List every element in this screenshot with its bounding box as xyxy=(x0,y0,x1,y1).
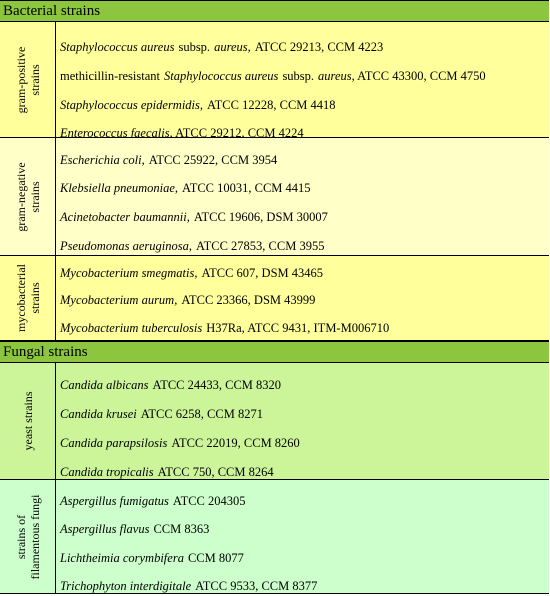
strain-collection-ids: ATCC 12228, CCM 4418 xyxy=(207,98,336,112)
strain-row: Aspergillus fumigatus ATCC 204305 xyxy=(60,491,547,511)
section-title: Bacterial strains xyxy=(3,3,101,19)
strain-species-name: Escherichia coli, xyxy=(60,153,145,167)
group-label: mycobacterial strains xyxy=(0,256,56,340)
group-label-line: gram-negative xyxy=(13,161,28,232)
strain-row: Pseudomonas aeruginosa, ATCC 27853, CCM 3… xyxy=(60,236,547,256)
strain-row: Candida albicans ATCC 24433, CCM 8320 xyxy=(60,375,547,395)
group-label-line: mycobacterial xyxy=(13,264,28,332)
strain-species-name: Candida parapsilosis xyxy=(60,436,168,450)
strain-row: Klebsiella pneumoniae, ATCC 10031, CCM 44… xyxy=(60,178,547,198)
strain-species-name: Lichtheimia corymbifera xyxy=(60,551,184,565)
strain-collection-ids: H37Ra, ATCC 9431, ITM-M006710 xyxy=(206,321,390,335)
strain-row: Staphylococcus aureus subsp. aureus, ATCC 2… xyxy=(60,37,547,57)
strain-species-name: Enterococcus faecalis xyxy=(60,126,170,140)
strain-collection-ids: ATCC 24433, CCM 8320 xyxy=(152,378,282,392)
strain-group: strains of filamentous fungi Aspergillus f… xyxy=(0,480,549,594)
strain-row: Staphylococcus epidermidis, ATCC 12228, C… xyxy=(60,95,547,115)
section-header: Bacterial strains xyxy=(0,0,549,22)
strain-collection-ids: ATCC 25922, CCM 3954 xyxy=(148,153,278,167)
section-title: Fungal strains xyxy=(3,344,88,360)
group-label-text: strains of filamentous fungi xyxy=(14,494,42,579)
strain-species-name: Mycobacterium tuberculosis xyxy=(60,321,203,335)
strain-row: Candida tropicalis ATCC 750, CCM 8264 xyxy=(60,462,547,482)
group-label: gram-positive strains xyxy=(0,22,56,137)
strain-collection-ids: , ATCC 29212, CCM 4224 xyxy=(169,126,304,140)
strain-species-name: Pseudomonas aeruginosa, xyxy=(60,239,192,253)
group-label-text: gram-negative strains xyxy=(14,162,42,231)
strain-row: methicillin-resistant Staphylococcus aure… xyxy=(60,66,547,86)
strain-species-name: Staphylococcus epidermidis, xyxy=(60,98,204,112)
strain-group: mycobacterial strains Mycobacterium smegma… xyxy=(0,256,549,341)
group-rows: Mycobacterium smegmatis, ATCC 607, DSM 43… xyxy=(56,256,549,340)
section-header: Fungal strains xyxy=(0,341,549,363)
strain-species-name: Staphylococcus aureus xyxy=(60,40,175,54)
group-label-line: strains xyxy=(27,63,42,96)
group-label: gram-negative strains xyxy=(0,138,56,255)
group-label-line: strains of xyxy=(13,514,28,559)
strain-species-name: Candida tropicalis xyxy=(60,465,154,479)
group-rows: Aspergillus fumigatus ATCC 204305 Aspergil… xyxy=(56,480,549,593)
group-label-line: yeast strains xyxy=(20,391,35,451)
strain-collection-ids: ATCC 27853, CCM 3955 xyxy=(195,239,325,253)
strain-species-name: Acinetobacter baumannii, xyxy=(60,210,190,224)
group-label-line: gram-positive xyxy=(13,46,28,113)
strain-row: Mycobacterium tuberculosis H37Ra, ATCC 94… xyxy=(60,318,547,338)
group-rows: Escherichia coli, ATCC 25922, CCM 3954 Kle… xyxy=(56,138,549,255)
strain-species-name: Staphylococcus aureus xyxy=(163,69,279,83)
strain-subspecies-name: aureus xyxy=(318,69,352,83)
strain-subspecies-marker: subsp. xyxy=(282,69,315,83)
strain-collection-ids: ATCC 9533, CCM 8377 xyxy=(195,579,318,593)
group-label-line: filamentous fungi xyxy=(27,494,42,579)
strain-row: Enterococcus faecalis, ATCC 29212, CCM 4… xyxy=(60,123,547,143)
strain-row: Escherichia coli, ATCC 25922, CCM 3954 xyxy=(60,150,547,170)
strain-collection-ids: ATCC 22019, CCM 8260 xyxy=(171,436,300,450)
strain-species-name: Trichophyton interdigitale xyxy=(60,579,192,593)
strain-row: Trichophyton interdigitale ATCC 9533, CCM… xyxy=(60,576,547,596)
strain-species-name: Klebsiella pneumoniae, xyxy=(60,181,179,195)
strain-subspecies-name: aureus, xyxy=(214,40,251,54)
strain-group: yeast strains Candida albicans ATCC 24433,… xyxy=(0,363,549,480)
strain-collection-ids: CCM 8363 xyxy=(153,522,210,536)
strain-row: Mycobacterium aurum, ATCC 23366, DSM 4399… xyxy=(60,290,547,310)
strain-species-name: Mycobacterium smegmatis, xyxy=(60,266,198,280)
group-label-text: gram-positive strains xyxy=(14,46,42,113)
strain-collection-ids: ATCC 23366, DSM 43999 xyxy=(181,293,316,307)
group-rows: Candida albicans ATCC 24433, CCM 8320 Cand… xyxy=(56,363,549,479)
group-label: strains of filamentous fungi xyxy=(0,480,56,593)
strain-collection-ids: ATCC 607, DSM 43465 xyxy=(201,266,324,280)
strain-collection-ids: ATCC 10031, CCM 4415 xyxy=(182,181,311,195)
group-label-line: strains xyxy=(27,180,42,213)
strain-row: Lichtheimia corymbifera CCM 8077 xyxy=(60,548,547,568)
strain-group: gram-negative strains Escherichia coli, ATC… xyxy=(0,138,549,256)
strain-collection-ids: ATCC 750, CCM 8264 xyxy=(157,465,274,479)
strain-row: Mycobacterium smegmatis, ATCC 607, DSM 43… xyxy=(60,263,547,283)
strain-row: Aspergillus flavus CCM 8363 xyxy=(60,519,547,539)
strain-collection-ids: CCM 8077 xyxy=(187,551,244,565)
strain-row: Acinetobacter baumannii, ATCC 19606, DSM … xyxy=(60,207,547,227)
strain-species-name: Candida krusei xyxy=(60,407,137,421)
strain-collection-ids: ATCC 6258, CCM 8271 xyxy=(140,407,263,421)
strain-species-name: Mycobacterium aurum, xyxy=(60,293,178,307)
group-label-text: mycobacterial strains xyxy=(14,264,42,332)
strain-row: Candida krusei ATCC 6258, CCM 8271 xyxy=(60,404,547,424)
strain-subspecies-marker: subsp. xyxy=(178,40,211,54)
strain-group: gram-positive strains Staphylococcus aureu… xyxy=(0,22,549,140)
strain-species-name: Candida albicans xyxy=(60,378,149,392)
group-label-text: yeast strains xyxy=(21,392,35,451)
group-label-line: strains xyxy=(27,282,42,314)
strain-row: Candida parapsilosis ATCC 22019, CCM 8260 xyxy=(60,433,547,453)
group-rows: Staphylococcus aureus subsp. aureus, ATCC 2… xyxy=(56,22,549,140)
strain-species-name: Aspergillus flavus xyxy=(60,522,150,536)
strain-collection-ids: ATCC 29213, CCM 4223 xyxy=(254,40,384,54)
strain-collection-ids: , ATCC 43300, CCM 4750 xyxy=(351,69,486,83)
group-label: yeast strains xyxy=(0,363,56,479)
strain-collection-ids: ATCC 204305 xyxy=(172,494,246,508)
strain-prefix: methicillin-resistant xyxy=(60,69,160,83)
strain-species-name: Aspergillus fumigatus xyxy=(60,494,169,508)
strain-collection-ids: ATCC 19606, DSM 30007 xyxy=(193,210,328,224)
